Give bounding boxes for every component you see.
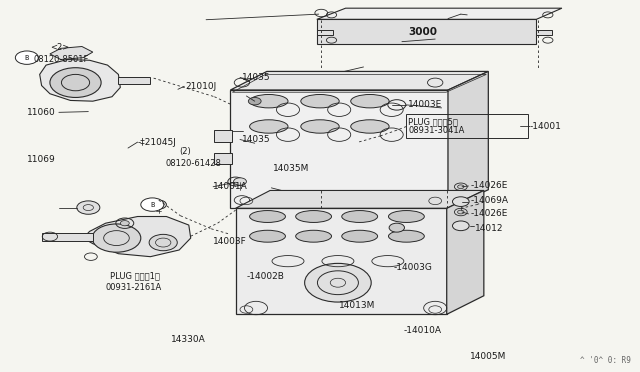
- Ellipse shape: [250, 120, 288, 133]
- Circle shape: [151, 200, 166, 209]
- Text: B: B: [150, 202, 154, 208]
- Polygon shape: [50, 46, 93, 60]
- Text: 14003E: 14003E: [408, 100, 443, 109]
- Circle shape: [452, 197, 469, 206]
- Polygon shape: [83, 217, 191, 257]
- Polygon shape: [317, 8, 562, 19]
- Circle shape: [50, 68, 101, 97]
- Circle shape: [120, 221, 129, 226]
- Text: -14003G: -14003G: [394, 263, 433, 272]
- Polygon shape: [447, 190, 484, 314]
- Polygon shape: [230, 71, 488, 90]
- Ellipse shape: [388, 230, 424, 242]
- Text: 14035: 14035: [242, 73, 271, 82]
- Ellipse shape: [342, 211, 378, 222]
- Circle shape: [141, 198, 164, 211]
- Ellipse shape: [296, 230, 332, 242]
- Circle shape: [248, 97, 261, 105]
- Text: 14330A: 14330A: [172, 335, 206, 344]
- Circle shape: [234, 178, 246, 185]
- Polygon shape: [236, 190, 484, 208]
- Text: B: B: [25, 55, 29, 61]
- Ellipse shape: [301, 94, 339, 108]
- Polygon shape: [536, 30, 552, 35]
- Polygon shape: [214, 153, 232, 164]
- Ellipse shape: [250, 230, 285, 242]
- Text: -‡21045J: -‡21045J: [138, 138, 177, 147]
- Bar: [406, 114, 528, 138]
- Text: 08931-3041A: 08931-3041A: [408, 126, 465, 135]
- Text: 11069: 11069: [27, 155, 56, 164]
- Text: -14002B: -14002B: [246, 272, 284, 280]
- Polygon shape: [448, 71, 488, 208]
- Ellipse shape: [301, 120, 339, 133]
- Circle shape: [458, 210, 464, 214]
- Circle shape: [389, 223, 404, 232]
- Ellipse shape: [250, 94, 288, 108]
- Ellipse shape: [388, 211, 424, 222]
- Polygon shape: [118, 77, 150, 84]
- Circle shape: [77, 201, 100, 214]
- Text: 14035M: 14035M: [273, 164, 309, 173]
- Circle shape: [149, 234, 177, 251]
- Text: 14001A: 14001A: [213, 182, 248, 191]
- Circle shape: [458, 185, 464, 189]
- Text: 14005M: 14005M: [470, 352, 507, 361]
- Polygon shape: [214, 130, 232, 142]
- Circle shape: [92, 224, 141, 252]
- Text: (2): (2): [179, 147, 191, 156]
- Text: 21010J: 21010J: [186, 82, 217, 91]
- Ellipse shape: [296, 211, 332, 222]
- Text: 14035: 14035: [242, 135, 271, 144]
- Polygon shape: [317, 30, 333, 35]
- Ellipse shape: [351, 94, 389, 108]
- Text: 11060: 11060: [27, 108, 56, 117]
- Circle shape: [15, 51, 38, 64]
- Text: ^ '0^ 0: R9: ^ '0^ 0: R9: [580, 356, 630, 365]
- Text: 14012: 14012: [475, 224, 504, 233]
- Text: <2>: <2>: [50, 43, 69, 52]
- Ellipse shape: [351, 120, 389, 133]
- Ellipse shape: [342, 230, 378, 242]
- Text: 00931-2161A: 00931-2161A: [106, 283, 162, 292]
- Circle shape: [452, 221, 469, 231]
- Text: 08120-61428: 08120-61428: [165, 159, 221, 168]
- Text: -14010A: -14010A: [403, 326, 441, 335]
- Ellipse shape: [250, 211, 285, 222]
- Polygon shape: [42, 232, 93, 241]
- Polygon shape: [317, 19, 536, 44]
- Text: 08120-8501F: 08120-8501F: [33, 55, 89, 64]
- Circle shape: [305, 263, 371, 302]
- Text: 14013M: 14013M: [339, 301, 376, 310]
- Text: -14026E: -14026E: [470, 209, 508, 218]
- Polygon shape: [230, 90, 448, 208]
- Text: -14026E: -14026E: [470, 182, 508, 190]
- Text: 3000: 3000: [408, 27, 437, 36]
- Text: -14069A: -14069A: [470, 196, 508, 205]
- Text: 14003F: 14003F: [213, 237, 247, 246]
- Text: -14001: -14001: [530, 122, 562, 131]
- Polygon shape: [40, 60, 120, 101]
- Text: PLUG プラ（1）: PLUG プラ（1）: [110, 272, 160, 280]
- Text: PLUG プラ（5）: PLUG プラ（5）: [408, 118, 458, 126]
- Polygon shape: [236, 208, 447, 314]
